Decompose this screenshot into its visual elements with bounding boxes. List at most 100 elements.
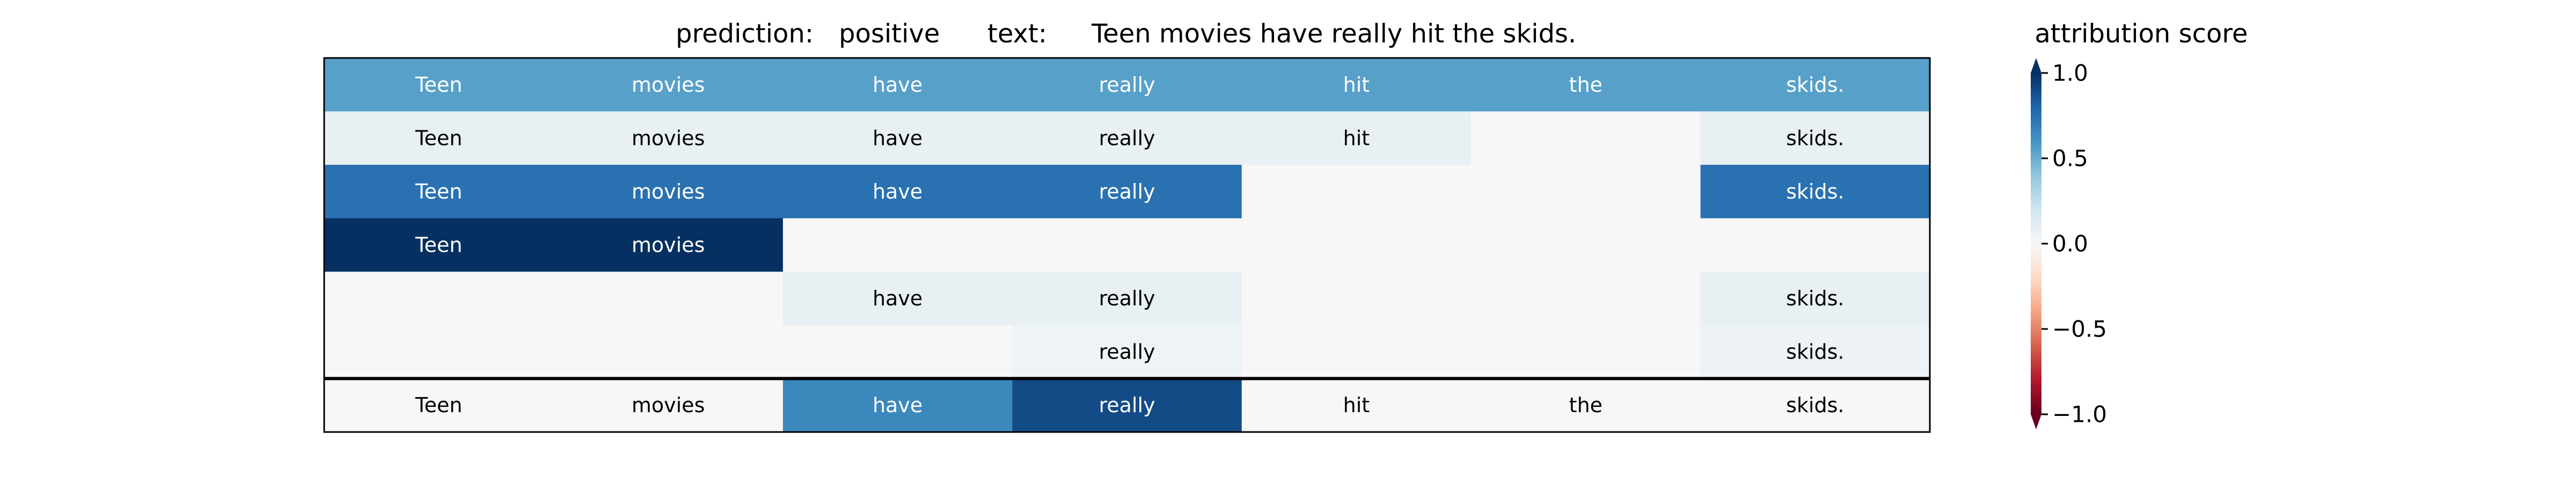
- heatmap-cell-r6-c1: [553, 378, 784, 433]
- heatmap-cell-r6-c2: [782, 378, 1013, 433]
- heatmap-cell-r4-c3: [1012, 272, 1242, 326]
- heatmap-word-r6-c0: Teen: [415, 393, 463, 417]
- heatmap-word-r5-c3: really: [1099, 340, 1155, 364]
- heatmap-cell-r1-c2: [782, 111, 1013, 165]
- colorbar-extend-max: [2031, 58, 2041, 73]
- heatmap-cell-r0-c1: [553, 58, 784, 112]
- heatmap-cell-r4-c1: [553, 272, 784, 326]
- heatmap-cell-r1-c1: [553, 111, 784, 165]
- colorbar-tick-label-3: −0.5: [2052, 316, 2107, 342]
- heatmap-cell-r6-c0: [324, 378, 554, 433]
- heatmap-cell-r1-c3: [1012, 111, 1242, 165]
- heatmap-word-r4-c2: have: [873, 287, 923, 310]
- heatmap-cell-r6-c4: [1241, 378, 1472, 433]
- heatmap-cell-r4-c6: [1700, 272, 1930, 326]
- heatmap-word-r0-c2: have: [873, 73, 923, 97]
- heatmap-word-r6-c2: have: [873, 393, 923, 417]
- heatmap-word-r6-c1: movies: [632, 393, 705, 417]
- heatmap-cell-r3-c6: [1700, 218, 1930, 272]
- heatmap-cell-r6-c6: [1700, 378, 1930, 433]
- heatmap-cell-r0-c6: [1700, 58, 1930, 112]
- heatmap-word-r6-c5: the: [1569, 393, 1602, 417]
- heatmap-cell-r2-c1: [553, 165, 784, 219]
- heatmap-word-r2-c2: have: [873, 180, 923, 203]
- heatmap-cell-r3-c2: [782, 218, 1013, 272]
- colorbar-tick-label-0: 1.0: [2052, 60, 2088, 86]
- heatmap-word-r3-c0: Teen: [415, 233, 463, 257]
- heatmap-cell-r2-c3: [1012, 165, 1242, 219]
- text-label: text:: [987, 19, 1047, 49]
- heatmap-word-r2-c3: really: [1099, 180, 1155, 203]
- heatmap-word-r6-c3: really: [1099, 393, 1155, 417]
- heatmap-cell-r3-c3: [1012, 218, 1242, 272]
- heatmap-word-r1-c3: really: [1099, 126, 1155, 150]
- heatmap: Teen movies have really hit the skids. Teen movi…: [324, 58, 1930, 433]
- heatmap-cell-r0-c4: [1241, 58, 1472, 112]
- heatmap-cell-r5-c2: [782, 325, 1013, 379]
- colorbar: attribution score 1.0 0.5 0.0 −0.5 −1.0: [2031, 19, 2248, 429]
- heatmap-word-r0-c5: the: [1569, 73, 1602, 97]
- heatmap-word-r1-c4: hit: [1343, 126, 1370, 150]
- prediction-label: prediction:: [676, 19, 814, 49]
- heatmap-cell-r1-c0: [324, 111, 554, 165]
- heatmap-word-r0-c0: Teen: [415, 73, 463, 97]
- colorbar-tick-label-2: 0.0: [2052, 231, 2088, 257]
- colorbar-extend-min: [2031, 414, 2041, 429]
- heatmap-word-r6-c4: hit: [1343, 393, 1370, 417]
- heatmap-word-r5-c6: skids.: [1786, 340, 1844, 364]
- heatmap-cell-r4-c2: [782, 272, 1013, 326]
- heatmap-word-r1-c1: movies: [632, 126, 705, 150]
- heatmap-word-r2-c0: Teen: [415, 180, 463, 203]
- heatmap-word-r4-c3: really: [1099, 287, 1155, 310]
- heatmap-cell-r3-c0: [324, 218, 554, 272]
- colorbar-ticks: 1.0 0.5 0.0 −0.5 −1.0: [2041, 60, 2107, 428]
- heatmap-frame: [323, 57, 1931, 433]
- heatmap-cell-r2-c0: [324, 165, 554, 219]
- heatmap-cell-r1-c5: [1471, 111, 1701, 165]
- heatmap-word-r1-c0: Teen: [415, 126, 463, 150]
- heatmap-cell-r3-c1: [553, 218, 784, 272]
- heatmap-cell-r5-c3: [1012, 325, 1242, 379]
- heatmap-word-r0-c6: skids.: [1786, 73, 1844, 97]
- heatmap-cell-r1-c6: [1700, 111, 1930, 165]
- colorbar-title: attribution score: [2035, 19, 2248, 49]
- heatmap-cell-r0-c2: [782, 58, 1013, 112]
- heatmap-word-r1-c2: have: [873, 126, 923, 150]
- heatmap-cell-r0-c5: [1471, 58, 1701, 112]
- heatmap-cell-r0-c3: [1012, 58, 1242, 112]
- text-value: Teen movies have really hit the skids.: [1091, 19, 1576, 49]
- heatmap-cell-r5-c4: [1241, 325, 1472, 379]
- prediction-value: positive: [839, 19, 940, 49]
- heatmap-cell-r2-c5: [1471, 165, 1701, 219]
- heatmap-word-r0-c3: really: [1099, 73, 1155, 97]
- heatmap-cell-r5-c6: [1700, 325, 1930, 379]
- heatmap-word-r1-c6: skids.: [1786, 126, 1844, 150]
- heatmap-word-r3-c1: movies: [632, 233, 705, 257]
- heatmap-word-r0-c1: movies: [632, 73, 705, 97]
- heatmap-cell-r2-c2: [782, 165, 1013, 219]
- heatmap-cell-r1-c4: [1241, 111, 1472, 165]
- heatmap-cell-r6-c3: [1012, 378, 1242, 433]
- heatmap-cell-r2-c4: [1241, 165, 1472, 219]
- heatmap-cell-r5-c5: [1471, 325, 1701, 379]
- colorbar-tick-label-1: 0.5: [2052, 145, 2088, 172]
- heatmap-cell-r4-c4: [1241, 272, 1472, 326]
- heatmap-cell-r5-c1: [553, 325, 784, 379]
- heatmap-cell-r2-c6: [1700, 165, 1930, 219]
- heatmap-word-r2-c1: movies: [632, 180, 705, 203]
- heatmap-cell-r4-c0: [324, 272, 554, 326]
- colorbar-gradient: [2031, 73, 2041, 414]
- heatmap-word-r2-c6: skids.: [1786, 180, 1844, 203]
- colorbar-tick-label-4: −1.0: [2052, 401, 2107, 428]
- heatmap-word-r0-c4: hit: [1343, 73, 1370, 97]
- heatmap-cell-r4-c5: [1471, 272, 1701, 326]
- heatmap-cell-r3-c5: [1471, 218, 1701, 272]
- heatmap-word-r4-c6: skids.: [1786, 287, 1844, 310]
- heatmap-word-r6-c6: skids.: [1786, 393, 1844, 417]
- heatmap-cell-r3-c4: [1241, 218, 1472, 272]
- heatmap-cell-r6-c5: [1471, 378, 1701, 433]
- heatmap-cell-r5-c0: [324, 325, 554, 379]
- heatmap-cell-r0-c0: [324, 58, 554, 112]
